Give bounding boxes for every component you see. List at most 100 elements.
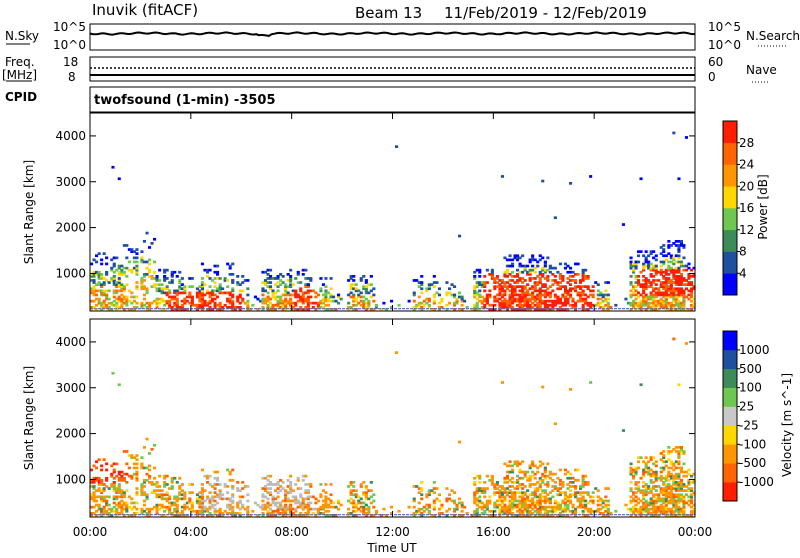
power-cell bbox=[97, 275, 101, 278]
power-cell bbox=[652, 264, 656, 268]
power-cell bbox=[606, 281, 610, 284]
velocity-cell bbox=[563, 509, 567, 513]
power-cell bbox=[281, 308, 285, 311]
velocity-cell bbox=[579, 499, 583, 503]
velocity-cell bbox=[662, 468, 666, 472]
velocity-cell bbox=[677, 460, 681, 464]
power-cell bbox=[531, 306, 535, 309]
velocity-cell bbox=[175, 509, 179, 513]
velocity-cell bbox=[483, 505, 487, 509]
power-cell bbox=[561, 301, 565, 305]
power-cell bbox=[669, 306, 673, 309]
power-cell bbox=[347, 306, 351, 309]
velocity-cell bbox=[228, 497, 232, 501]
velocity-cell bbox=[226, 512, 230, 515]
velocity-cell bbox=[599, 497, 603, 501]
velocity-cell bbox=[669, 497, 673, 501]
velocity-cell bbox=[531, 497, 535, 501]
power-cell bbox=[538, 273, 542, 276]
power-cell bbox=[505, 285, 509, 288]
velocity-cell bbox=[647, 512, 651, 515]
velocity-cell bbox=[503, 497, 507, 501]
power-cell bbox=[97, 270, 101, 274]
power-cell bbox=[148, 258, 152, 262]
velocity-cell bbox=[634, 470, 638, 474]
velocity-cell bbox=[289, 507, 293, 511]
velocity-cell bbox=[667, 472, 671, 476]
velocity-cell bbox=[586, 514, 590, 517]
power-cell bbox=[672, 308, 676, 311]
velocity-cell bbox=[521, 512, 525, 515]
power-cell bbox=[669, 303, 673, 307]
velocity-cell bbox=[218, 493, 222, 497]
power-cell bbox=[92, 291, 96, 295]
power-cell bbox=[677, 295, 681, 299]
velocity-cell bbox=[115, 495, 119, 499]
power-cell bbox=[669, 283, 673, 286]
power-cell bbox=[306, 297, 310, 301]
velocity-cell bbox=[213, 476, 217, 480]
power-cell bbox=[195, 303, 199, 307]
velocity-cell bbox=[432, 487, 436, 490]
power-cell bbox=[112, 289, 116, 293]
power-cell bbox=[120, 268, 124, 272]
power-cell bbox=[153, 285, 157, 288]
power-cell bbox=[669, 254, 673, 258]
power-cell bbox=[231, 295, 235, 299]
power-cell bbox=[223, 279, 227, 282]
power-cell bbox=[412, 291, 416, 295]
power-cell bbox=[354, 287, 358, 291]
power-cell bbox=[324, 277, 328, 280]
power-cell bbox=[548, 303, 552, 307]
velocity-cell bbox=[347, 514, 351, 517]
velocity-cell bbox=[200, 487, 204, 490]
velocity-cell bbox=[155, 495, 159, 499]
power-cell bbox=[110, 266, 114, 270]
velocity-cell bbox=[430, 489, 434, 492]
power-cell bbox=[584, 308, 588, 311]
power-cell bbox=[586, 275, 590, 278]
power-cell bbox=[523, 303, 527, 307]
power-cell bbox=[417, 295, 421, 299]
velocity-cell bbox=[364, 497, 368, 501]
velocity-cell bbox=[132, 505, 136, 509]
velocity-cell bbox=[528, 493, 532, 497]
velocity-cell bbox=[165, 497, 169, 501]
velocity-cell bbox=[354, 493, 358, 497]
power-cell bbox=[90, 273, 94, 276]
power-cell bbox=[642, 287, 646, 291]
power-cell bbox=[241, 297, 245, 301]
velocity-cell bbox=[364, 485, 368, 488]
velocity-cell bbox=[485, 499, 489, 503]
power-cell bbox=[508, 301, 512, 305]
velocity-cell bbox=[546, 483, 550, 486]
power-cell bbox=[95, 254, 99, 258]
power-cell bbox=[521, 306, 525, 309]
power-cell bbox=[135, 264, 139, 268]
power-cell bbox=[674, 270, 678, 274]
velocity-cell bbox=[296, 479, 300, 482]
power-cell bbox=[579, 297, 583, 301]
velocity-cell bbox=[674, 514, 678, 517]
power-cell bbox=[153, 260, 157, 264]
power-cell bbox=[667, 273, 671, 276]
power-cell bbox=[286, 299, 290, 303]
velocity-cell bbox=[374, 512, 378, 515]
velocity-cell bbox=[672, 474, 676, 478]
power-cell bbox=[110, 277, 114, 280]
velocity-cell bbox=[584, 499, 588, 503]
power-cell bbox=[180, 283, 184, 286]
velocity-cell bbox=[584, 491, 588, 494]
velocity-cell bbox=[652, 509, 656, 513]
power-cell bbox=[200, 293, 204, 297]
velocity-cell bbox=[135, 487, 139, 490]
velocity-cell bbox=[591, 501, 595, 505]
velocity-cell bbox=[319, 495, 323, 499]
power-cell bbox=[158, 301, 162, 305]
power-cell bbox=[316, 306, 320, 309]
velocity-cell bbox=[662, 507, 666, 511]
velocity-cell bbox=[221, 497, 225, 501]
power-cell bbox=[301, 268, 305, 272]
velocity-cell bbox=[153, 483, 157, 486]
velocity-cell bbox=[236, 501, 240, 505]
